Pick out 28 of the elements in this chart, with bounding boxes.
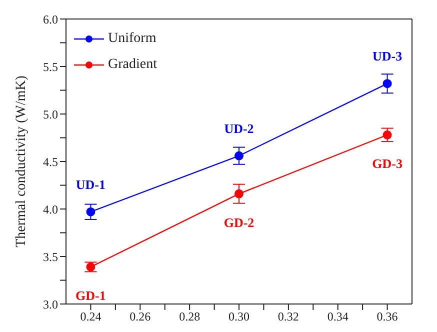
x-tick-label: 0.36 — [376, 310, 398, 324]
point — [86, 207, 96, 216]
point — [234, 189, 244, 198]
annotation: UD-1 — [76, 176, 106, 192]
annotation: GD-2 — [224, 214, 254, 230]
x-tick-label: 0.34 — [327, 310, 348, 324]
y-tick-label: 6.0 — [43, 12, 58, 26]
point — [234, 151, 244, 160]
y-tick-label: 4.5 — [43, 154, 58, 169]
point — [382, 79, 392, 88]
y-tick-label: 4.0 — [43, 202, 58, 216]
y-tick-label: 5.0 — [43, 107, 58, 122]
x-tick-label: 0.26 — [130, 310, 151, 324]
annotation: UD-3 — [372, 48, 403, 64]
y-tick-label: 5.5 — [43, 60, 58, 74]
x-tick-label: 0.32 — [278, 310, 299, 324]
y-tick-label: 3.5 — [43, 250, 58, 264]
x-tick-label: 0.30 — [228, 310, 250, 324]
x-tick-label: 0.28 — [179, 310, 200, 324]
y-tick-label: 3.0 — [43, 297, 58, 312]
point — [382, 130, 392, 140]
legend-label: Uniform — [108, 31, 156, 47]
annotation: UD-2 — [224, 120, 254, 136]
x-tick-label: 0.24 — [80, 310, 102, 324]
annotation: GD-3 — [372, 156, 403, 171]
y-axis-title: Thermal conductivity (W/mK) — [14, 75, 29, 248]
legend-label: Gradient — [108, 57, 157, 73]
annotation: GD-1 — [76, 288, 106, 303]
